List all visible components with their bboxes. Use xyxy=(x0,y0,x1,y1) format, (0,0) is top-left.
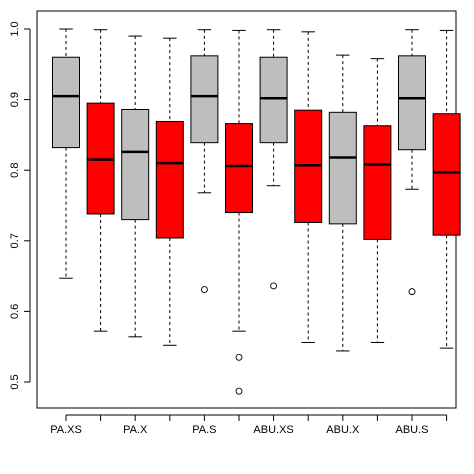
box-11 xyxy=(398,29,426,296)
iqr-box xyxy=(121,108,150,221)
x-tick-label: PA.X xyxy=(123,424,148,436)
y-tick-label: 0.9 xyxy=(9,92,21,107)
y-tick-label: 0.6 xyxy=(9,304,21,319)
outlier-point xyxy=(235,353,243,361)
y-tick-label: 1.0 xyxy=(9,21,21,36)
box-2 xyxy=(86,29,115,332)
iqr-box xyxy=(225,123,253,214)
iqr-box xyxy=(52,56,80,149)
iqr-box xyxy=(259,56,288,144)
x-tick-label: ABU.XS xyxy=(253,424,293,436)
iqr-box xyxy=(363,125,392,240)
x-tick-label: ABU.X xyxy=(326,424,360,436)
x-tick-label: ABU.S xyxy=(395,424,428,436)
iqr-box xyxy=(398,55,426,151)
box-6 xyxy=(225,29,253,395)
iqr-box xyxy=(328,111,357,225)
outlier-point xyxy=(270,282,278,290)
box-5 xyxy=(190,29,219,293)
box-9 xyxy=(328,54,357,352)
iqr-box xyxy=(155,120,184,239)
outlier-point xyxy=(235,387,243,395)
y-tick-label: 0.7 xyxy=(9,233,21,248)
iqr-box xyxy=(190,55,219,144)
box-1 xyxy=(52,28,80,279)
x-tick-label: PA.S xyxy=(192,424,216,436)
y-tick-label: 0.5 xyxy=(9,374,21,389)
box-7 xyxy=(259,29,288,290)
outlier-point xyxy=(408,288,416,296)
y-tick-label: 0.8 xyxy=(9,163,21,178)
x-axis: PA.XS PA.X PA.S ABU.XS ABU.X ABU.S xyxy=(50,414,448,436)
y-axis: 0.5 0.6 0.7 0.8 0.9 1.0 xyxy=(9,21,31,390)
box-8 xyxy=(294,31,323,343)
box-series xyxy=(52,28,461,395)
box-4 xyxy=(155,37,184,346)
box-10 xyxy=(363,58,392,343)
outlier-point xyxy=(200,286,208,293)
box-3 xyxy=(121,35,150,338)
iqr-box xyxy=(432,113,461,236)
x-tick-label: PA.XS xyxy=(50,424,82,436)
box-12 xyxy=(432,29,461,349)
